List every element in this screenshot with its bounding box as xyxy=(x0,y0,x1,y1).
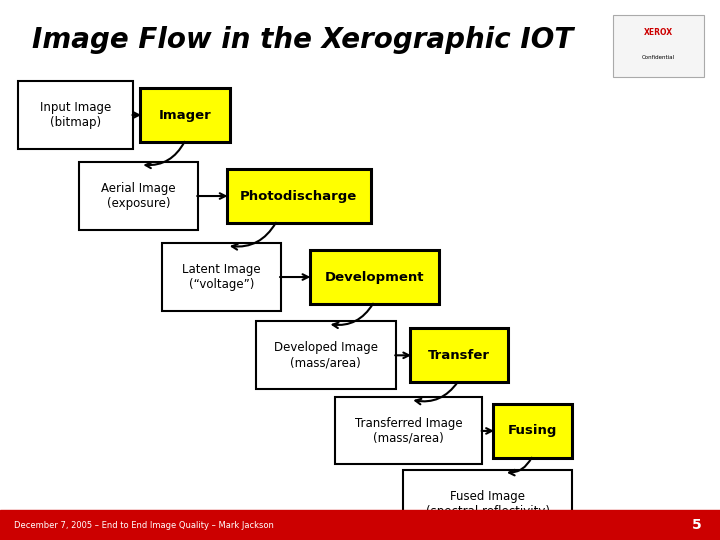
Text: Imager: Imager xyxy=(159,109,212,122)
Text: December 7, 2005 – End to End Image Quality – Mark Jackson: December 7, 2005 – End to End Image Qual… xyxy=(14,521,274,530)
FancyBboxPatch shape xyxy=(410,328,508,382)
FancyBboxPatch shape xyxy=(403,470,572,537)
Text: Aerial Image
(exposure): Aerial Image (exposure) xyxy=(102,182,176,210)
Text: Photodischarge: Photodischarge xyxy=(240,190,357,202)
Text: Transferred Image
(mass/area): Transferred Image (mass/area) xyxy=(355,417,462,444)
FancyBboxPatch shape xyxy=(493,404,572,458)
FancyBboxPatch shape xyxy=(310,250,439,304)
FancyBboxPatch shape xyxy=(79,162,198,230)
FancyBboxPatch shape xyxy=(335,397,482,464)
Text: Development: Development xyxy=(325,271,424,284)
FancyBboxPatch shape xyxy=(140,88,230,142)
Text: Fused Image
(spectral reflectivity): Fused Image (spectral reflectivity) xyxy=(426,490,550,517)
FancyBboxPatch shape xyxy=(256,321,396,389)
Text: Transfer: Transfer xyxy=(428,349,490,362)
Text: Fusing: Fusing xyxy=(508,424,557,437)
FancyBboxPatch shape xyxy=(18,81,133,148)
Bar xyxy=(0,510,720,540)
FancyBboxPatch shape xyxy=(613,15,704,77)
Text: Image Flow in the Xerographic IOT: Image Flow in the Xerographic IOT xyxy=(32,26,573,55)
Text: Latent Image
(“voltage”): Latent Image (“voltage”) xyxy=(182,263,261,291)
FancyBboxPatch shape xyxy=(162,243,281,310)
Text: Developed Image
(mass/area): Developed Image (mass/area) xyxy=(274,341,378,369)
Text: XEROX: XEROX xyxy=(644,28,673,37)
Text: Confidential: Confidential xyxy=(642,55,675,60)
FancyBboxPatch shape xyxy=(227,169,371,223)
Text: Input Image
(bitmap): Input Image (bitmap) xyxy=(40,101,111,129)
Text: 5: 5 xyxy=(692,518,702,532)
